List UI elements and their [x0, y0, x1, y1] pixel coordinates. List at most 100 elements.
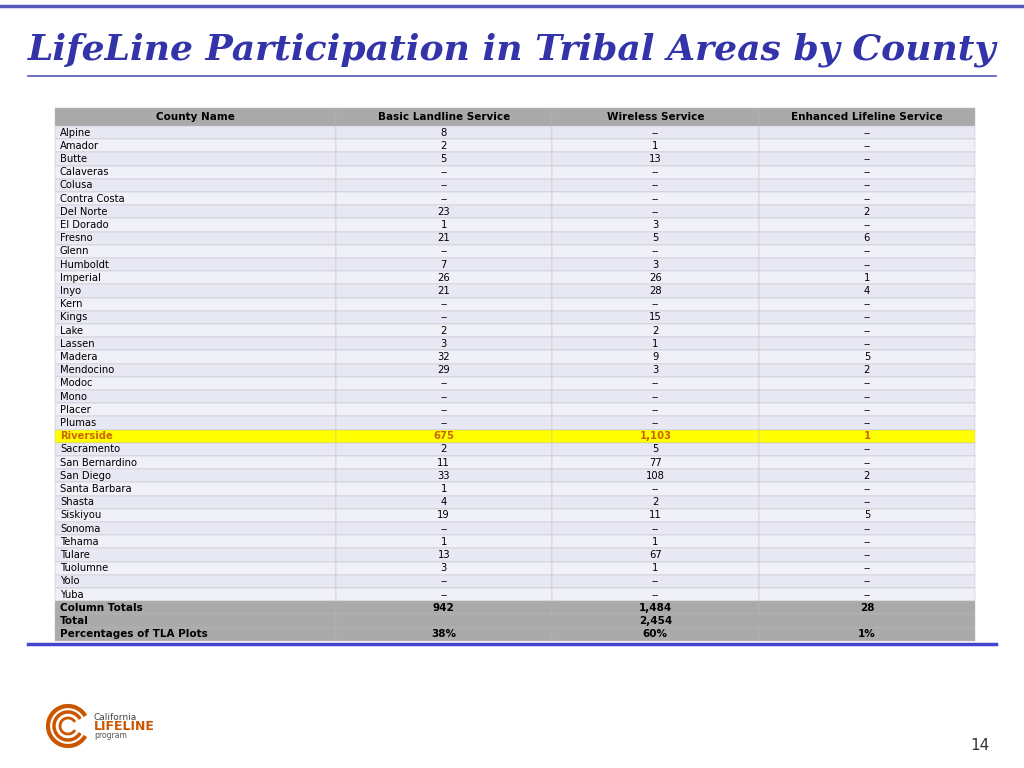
Text: Imperial: Imperial	[60, 273, 101, 283]
Bar	[759, 271, 975, 284]
Text: Alpine: Alpine	[60, 127, 91, 137]
Text: --: --	[651, 300, 658, 310]
Text: Tuolumne: Tuolumne	[60, 563, 109, 573]
Text: 11: 11	[437, 458, 451, 468]
Text: --: --	[651, 524, 658, 534]
Bar	[759, 588, 975, 601]
Text: --: --	[440, 247, 447, 257]
Text: 21: 21	[437, 286, 451, 296]
Text: --: --	[651, 207, 658, 217]
Bar	[759, 469, 975, 482]
Bar	[55, 469, 336, 482]
Text: California: California	[94, 713, 137, 723]
Text: Humboldt: Humboldt	[60, 260, 109, 270]
Bar	[336, 509, 552, 522]
Bar	[759, 205, 975, 218]
Text: 3: 3	[652, 260, 658, 270]
Bar	[336, 443, 552, 456]
Text: program: program	[94, 731, 127, 740]
Text: Santa Barbara: Santa Barbara	[60, 484, 132, 494]
Bar	[55, 535, 336, 548]
Bar	[552, 456, 759, 469]
Bar	[55, 205, 336, 218]
Bar	[55, 495, 336, 509]
Bar	[336, 232, 552, 245]
Bar	[55, 139, 336, 152]
Text: 26: 26	[649, 273, 662, 283]
Text: 1,484: 1,484	[639, 603, 672, 613]
Bar	[759, 258, 975, 271]
Text: --: --	[863, 260, 870, 270]
Text: Tehama: Tehama	[60, 537, 98, 547]
Text: Lassen: Lassen	[60, 339, 94, 349]
Text: 6: 6	[863, 233, 870, 243]
Bar	[552, 350, 759, 363]
Text: Siskiyou: Siskiyou	[60, 511, 101, 521]
Text: Madera: Madera	[60, 352, 97, 362]
Bar	[55, 390, 336, 403]
Text: --: --	[440, 577, 447, 587]
Text: Placer: Placer	[60, 405, 91, 415]
Text: Butte: Butte	[60, 154, 87, 164]
Bar	[552, 482, 759, 495]
Text: --: --	[863, 326, 870, 336]
Text: 5: 5	[652, 445, 658, 455]
Bar	[552, 588, 759, 601]
Bar	[336, 126, 552, 139]
Text: --: --	[863, 418, 870, 428]
Text: --: --	[863, 458, 870, 468]
Text: 2: 2	[440, 141, 446, 151]
Text: 26: 26	[437, 273, 451, 283]
Bar	[759, 390, 975, 403]
Bar	[336, 298, 552, 311]
Text: --: --	[863, 154, 870, 164]
Bar	[336, 179, 552, 192]
Text: --: --	[863, 194, 870, 204]
Text: --: --	[863, 484, 870, 494]
Bar	[552, 108, 759, 126]
Bar	[55, 403, 336, 416]
Bar	[55, 363, 336, 377]
Bar	[336, 390, 552, 403]
Text: 1: 1	[863, 431, 870, 441]
Bar	[759, 350, 975, 363]
Bar	[55, 108, 336, 126]
Text: El Dorado: El Dorado	[60, 220, 109, 230]
Bar	[55, 350, 336, 363]
Bar	[55, 574, 336, 588]
Bar	[55, 509, 336, 522]
Text: --: --	[863, 167, 870, 177]
Bar	[552, 324, 759, 337]
Text: --: --	[863, 141, 870, 151]
Text: --: --	[440, 405, 447, 415]
Text: Total: Total	[60, 616, 89, 626]
Bar	[55, 377, 336, 390]
Text: --: --	[863, 247, 870, 257]
Bar	[55, 416, 336, 429]
Text: --: --	[440, 590, 447, 600]
Bar	[336, 271, 552, 284]
Text: 2: 2	[440, 445, 446, 455]
Text: 2: 2	[863, 471, 870, 481]
Bar	[552, 218, 759, 232]
Bar	[759, 482, 975, 495]
Bar	[759, 232, 975, 245]
Text: Kern: Kern	[60, 300, 83, 310]
Bar	[336, 601, 552, 614]
Text: --: --	[651, 180, 658, 190]
Text: 2: 2	[652, 497, 658, 507]
Text: --: --	[863, 180, 870, 190]
Text: 32: 32	[437, 352, 450, 362]
Text: 1,103: 1,103	[639, 431, 672, 441]
Bar	[759, 574, 975, 588]
Text: Enhanced Lifeline Service: Enhanced Lifeline Service	[791, 112, 943, 122]
Bar	[336, 324, 552, 337]
Bar	[55, 179, 336, 192]
Text: Wireless Service: Wireless Service	[606, 112, 705, 122]
Bar	[336, 166, 552, 179]
Bar	[336, 588, 552, 601]
Text: 1: 1	[652, 537, 658, 547]
Text: --: --	[863, 445, 870, 455]
Bar	[55, 627, 336, 641]
Text: 7: 7	[440, 260, 446, 270]
